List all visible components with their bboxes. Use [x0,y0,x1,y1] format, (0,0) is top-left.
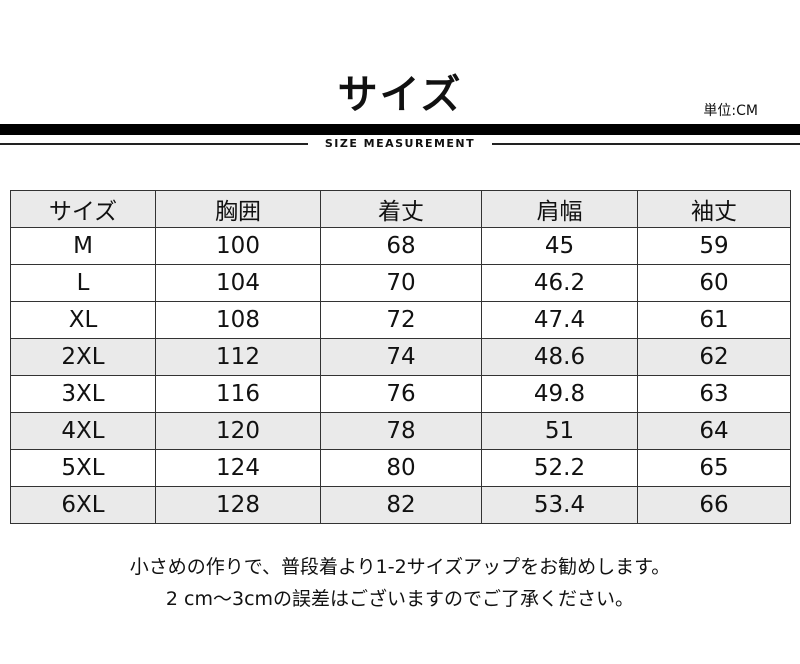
table-cell: XL [10,301,156,339]
table-row: M 100 68 45 59 [10,227,791,265]
table-cell: 120 [155,412,321,450]
table-cell: 64 [637,412,791,450]
page-title: サイズ [337,72,463,118]
table-cell: 2XL [10,338,156,376]
table-cell: 47.4 [481,301,638,339]
table-cell: 116 [155,375,321,413]
note-tolerance: 2 cm〜3cmの誤差はございますのでご了承ください。 [165,588,635,610]
unit-label: 単位:CM [703,103,758,119]
table-cell: 100 [155,227,321,265]
table-cell: 80 [320,449,482,487]
table-cell: M [10,227,156,265]
table-cell: 124 [155,449,321,487]
table-row: L 104 70 46.2 60 [10,264,791,302]
table-cell: 53.4 [481,486,638,524]
table-cell: 49.8 [481,375,638,413]
table-cell: 72 [320,301,482,339]
note-size-advice: 小さめの作りで、普段着より1-2サイズアップをお勧めします。 [129,556,671,578]
divider-thick [0,124,800,135]
divider-left [0,143,308,145]
header-cell: 袖丈 [637,190,791,228]
table-row: 3XL 116 76 49.8 63 [10,375,791,413]
table-cell: 65 [637,449,791,487]
table-cell: 68 [320,227,482,265]
header-cell: サイズ [10,190,156,228]
table-cell: 6XL [10,486,156,524]
table-cell: 76 [320,375,482,413]
header-cell: 肩幅 [481,190,638,228]
table-cell: 108 [155,301,321,339]
table-cell: 128 [155,486,321,524]
table-cell: 104 [155,264,321,302]
table-cell: 70 [320,264,482,302]
table-cell: 59 [637,227,791,265]
size-table: サイズ 胸囲 着丈 肩幅 袖丈 M 100 68 45 59 L 104 70 46.2 60 XL 108 72… [10,190,791,524]
table-cell: 66 [637,486,791,524]
divider-right [492,143,800,145]
table-row: 2XL 112 74 48.6 62 [10,338,791,376]
table-cell: 5XL [10,449,156,487]
table-cell: 78 [320,412,482,450]
table-cell: 60 [637,264,791,302]
table-row: XL 108 72 47.4 61 [10,301,791,339]
table-cell: 62 [637,338,791,376]
table-cell: 112 [155,338,321,376]
table-cell: 48.6 [481,338,638,376]
header-cell: 着丈 [320,190,482,228]
section-subtitle: SIZE MEASUREMENT [324,137,476,150]
table-cell: 46.2 [481,264,638,302]
table-cell: 52.2 [481,449,638,487]
header-cell: 胸囲 [155,190,321,228]
table-row: 6XL 128 82 53.4 66 [10,486,791,524]
table-cell: 4XL [10,412,156,450]
table-cell: 74 [320,338,482,376]
table-row: 4XL 120 78 51 64 [10,412,791,450]
table-cell: 3XL [10,375,156,413]
table-cell: 63 [637,375,791,413]
table-header-row: サイズ 胸囲 着丈 肩幅 袖丈 [10,190,791,228]
table-cell: 51 [481,412,638,450]
table-cell: L [10,264,156,302]
table-cell: 61 [637,301,791,339]
table-row: 5XL 124 80 52.2 65 [10,449,791,487]
table-cell: 45 [481,227,638,265]
table-cell: 82 [320,486,482,524]
